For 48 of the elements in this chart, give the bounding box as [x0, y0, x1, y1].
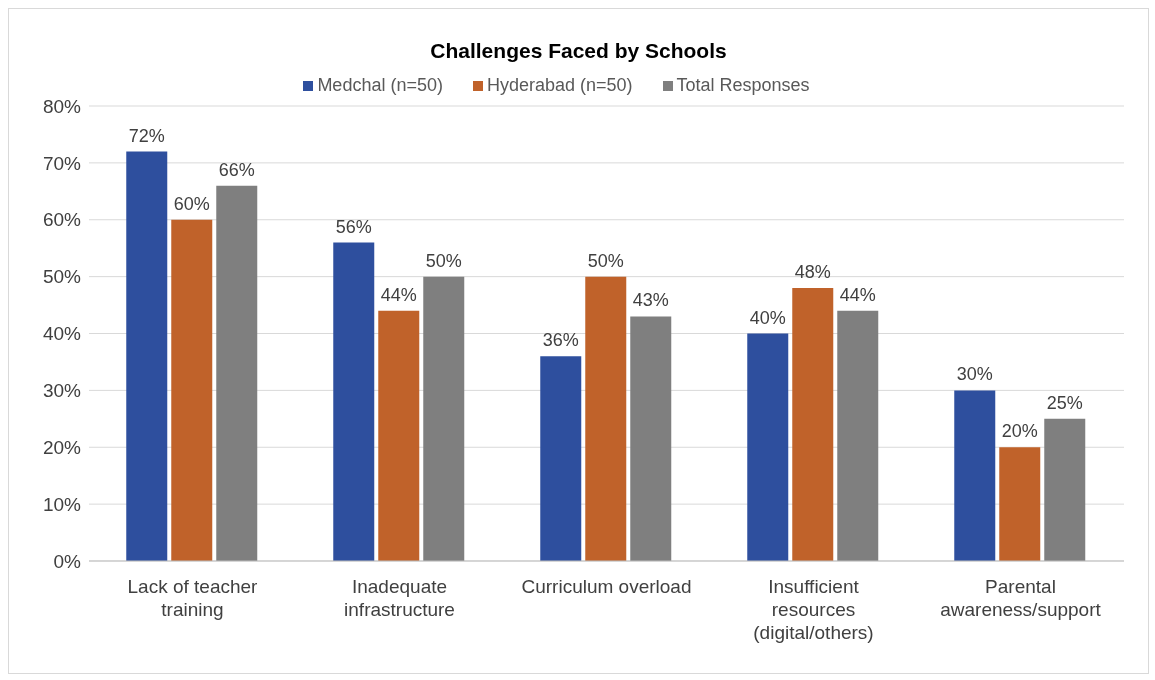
bar: [378, 310, 420, 561]
y-tick-label: 80%: [42, 95, 82, 117]
legend-label: Medchal (n=50): [317, 75, 443, 95]
y-tick-label: 0%: [53, 550, 82, 572]
bar: [999, 447, 1041, 561]
chart-title: Challenges Faced by Schools: [429, 38, 728, 64]
data-label: 25%: [1046, 392, 1083, 413]
y-tick-label: 60%: [42, 209, 82, 231]
bar: [585, 276, 627, 561]
data-label: 44%: [380, 284, 417, 305]
x-tick-label: Insufficient resources (digital/others): [753, 576, 874, 643]
bar: [792, 288, 834, 561]
bar: [171, 219, 213, 561]
bar: [423, 276, 465, 561]
data-label: 48%: [794, 262, 831, 282]
y-tick-label: 50%: [42, 266, 82, 288]
bar: [837, 310, 879, 561]
bar: [216, 185, 258, 561]
data-label: 56%: [335, 216, 372, 237]
data-label: 50%: [425, 250, 462, 271]
bar: [333, 242, 375, 561]
y-tick-label: 40%: [42, 323, 82, 345]
data-label: 40%: [749, 307, 786, 328]
data-label: 60%: [173, 193, 210, 214]
data-label: 66%: [218, 159, 255, 180]
x-tick-label: Curriculum overload: [521, 576, 692, 597]
x-tick-label: Inadequate infrastructure: [344, 576, 455, 620]
data-label: 36%: [542, 330, 579, 351]
y-tick-label: 70%: [42, 152, 82, 174]
data-label: 44%: [839, 284, 876, 305]
data-label: 72%: [128, 125, 165, 146]
legend-label: Total Responses: [676, 75, 810, 95]
y-tick-label: 20%: [42, 436, 82, 458]
bar: [747, 333, 789, 561]
bar: [126, 151, 168, 561]
legend-label: Hyderabad (n=50): [486, 75, 633, 95]
y-tick-label: 10%: [42, 493, 82, 515]
x-tick-label: Lack of teacher training: [127, 576, 259, 620]
data-label: 50%: [587, 250, 624, 271]
bar: [954, 390, 996, 561]
x-tick-label: Parental awareness/support: [940, 576, 1102, 620]
data-label: 43%: [632, 290, 669, 311]
bar: [540, 356, 582, 561]
bar: [1044, 418, 1086, 561]
data-label: 20%: [1001, 421, 1038, 442]
y-tick-label: 30%: [42, 380, 82, 402]
bar: [630, 316, 672, 561]
data-label: 30%: [956, 364, 993, 385]
